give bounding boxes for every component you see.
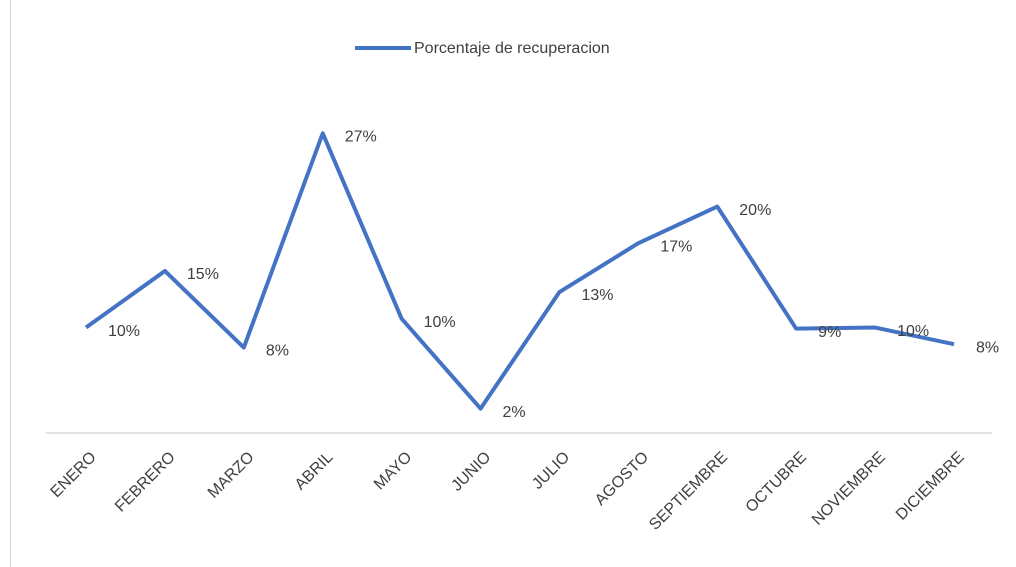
- data-label: 20%: [739, 202, 771, 219]
- data-label: 2%: [503, 404, 526, 421]
- data-label: 27%: [345, 129, 377, 146]
- data-label: 8%: [266, 343, 289, 360]
- data-label: 15%: [187, 266, 219, 283]
- x-tick-label: JUNIO: [448, 449, 494, 495]
- data-label: 13%: [581, 287, 613, 304]
- data-label: 10%: [897, 323, 929, 340]
- x-tick-label: DICIEMBRE: [893, 449, 968, 524]
- x-tick-label: JULIO: [529, 449, 573, 493]
- x-tick-label: ABRIL: [292, 449, 337, 494]
- data-label: 10%: [424, 314, 456, 331]
- x-tick-label: ENERO: [48, 449, 100, 501]
- data-label: 8%: [976, 339, 999, 356]
- x-tick-label: NOVIEMBRE: [809, 449, 889, 529]
- x-tick-label: MAYO: [371, 449, 416, 494]
- x-tick-label: FEBRERO: [112, 449, 179, 516]
- x-tick-label: OCTUBRE: [743, 449, 810, 516]
- data-label: 9%: [818, 324, 841, 341]
- legend-label: Porcentaje de recuperacion: [414, 40, 610, 57]
- x-tick-label: SEPTIEMBRE: [646, 449, 731, 534]
- data-label: 17%: [660, 238, 692, 255]
- data-label: 10%: [108, 323, 140, 340]
- x-tick-label: MARZO: [205, 449, 258, 502]
- line-series: [84, 131, 955, 411]
- x-tick-label: AGOSTO: [592, 449, 652, 509]
